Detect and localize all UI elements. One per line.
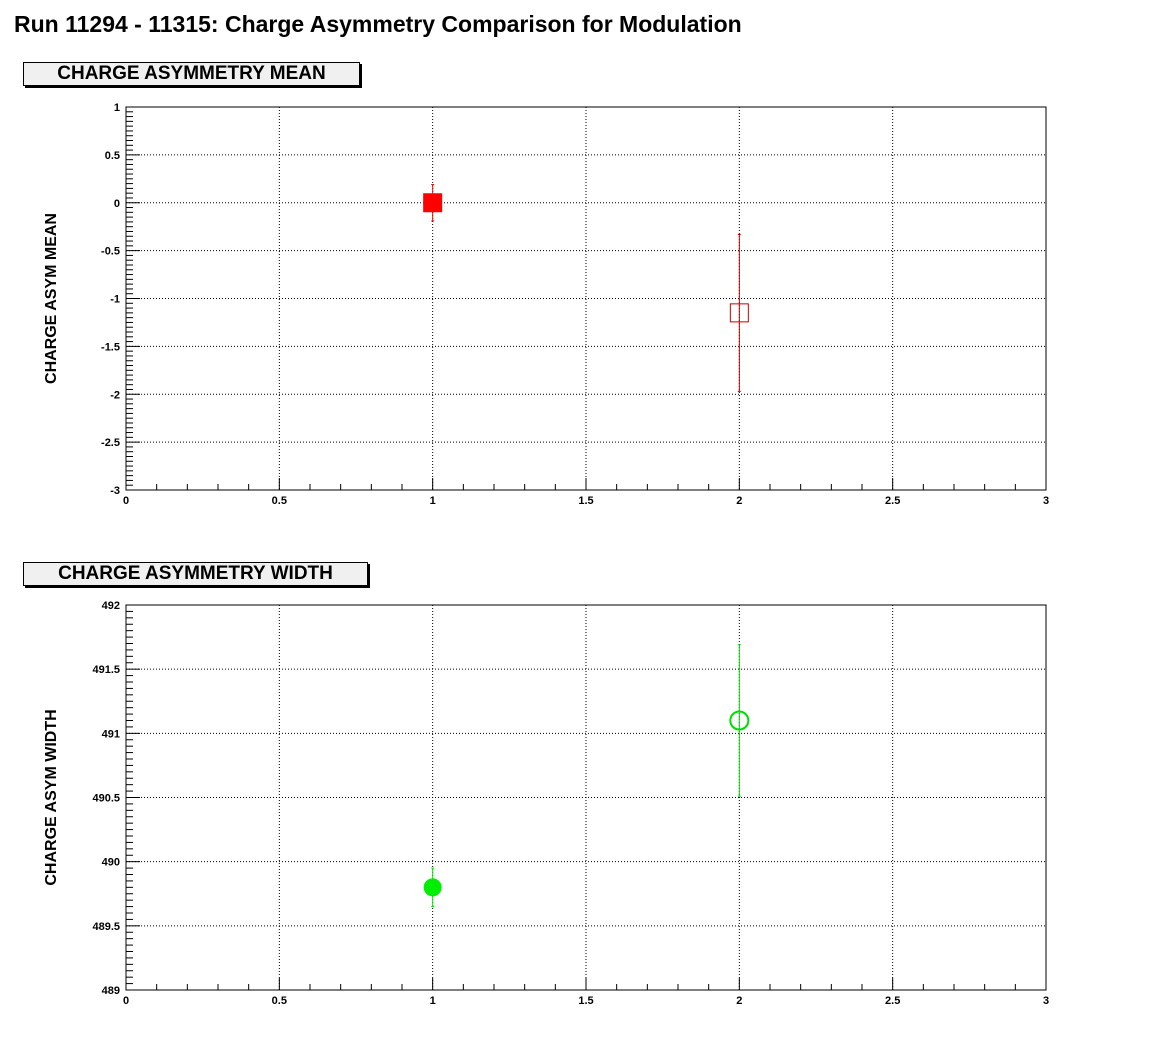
page-title: Run 11294 - 11315: Charge Asymmetry Comp… — [14, 11, 742, 37]
y-tick-label: 492 — [102, 600, 120, 612]
data-point — [729, 710, 750, 731]
data-point — [423, 878, 442, 897]
x-tick-label: 1 — [430, 495, 436, 507]
width-chart: 0 0.5 1 1.5 2 2.5 3 492 491.5 491 490.5 490 489.5 489… — [43, 600, 1049, 1007]
y-tick-label: 489 — [102, 985, 120, 997]
x-tick-label: 0 — [123, 495, 129, 507]
y-tick-label: -1.5 — [101, 341, 120, 353]
x-tick-label: 2.5 — [885, 995, 900, 1007]
y-tick-label: 490.5 — [92, 793, 120, 805]
y-axis-label: CHARGE ASYM WIDTH — [43, 709, 60, 885]
x-tick-label: 0.5 — [272, 495, 287, 507]
panel-title-mean: CHARGE ASYMMETRY MEAN — [23, 62, 360, 86]
x-tick-label: 3 — [1043, 495, 1049, 507]
y-tick-label: -2.5 — [101, 437, 120, 449]
data-point — [423, 193, 443, 213]
plot-frame — [125, 604, 1047, 991]
y-tick-label: 0 — [114, 198, 120, 210]
x-tick-label: 0.5 — [272, 995, 287, 1007]
x-tick-label: 1.5 — [578, 495, 593, 507]
data-point — [729, 303, 749, 323]
x-tick-label: 1.5 — [578, 995, 593, 1007]
y-tick-label: 489.5 — [92, 921, 120, 933]
y-tick-label: 0.5 — [105, 150, 120, 162]
plot-frame — [125, 106, 1047, 491]
y-tick-label: -3 — [110, 485, 120, 497]
x-tick-label: 2 — [736, 995, 742, 1007]
y-tick-label: -1 — [110, 294, 120, 306]
x-tick-label: 0 — [123, 995, 129, 1007]
y-tick-label: 491.5 — [92, 664, 120, 676]
panel-title-width: CHARGE ASYMMETRY WIDTH — [23, 562, 368, 586]
y-tick-label: 490 — [102, 857, 120, 869]
y-tick-label: -0.5 — [101, 246, 120, 258]
mean-chart: 0 0.5 1 1.5 2 2.5 3 1 0.5 0 -0.5 -1 -1.5 -2 -2.5 -3 CHAR… — [43, 102, 1049, 507]
x-tick-label: 1 — [430, 995, 436, 1007]
y-tick-label: 491 — [102, 728, 120, 740]
y-tick-label: 1 — [114, 102, 120, 114]
y-tick-label: -2 — [110, 389, 120, 401]
y-axis-label: CHARGE ASYM MEAN — [43, 213, 60, 384]
x-tick-label: 2.5 — [885, 495, 900, 507]
x-tick-label: 2 — [736, 495, 742, 507]
x-tick-label: 3 — [1043, 995, 1049, 1007]
